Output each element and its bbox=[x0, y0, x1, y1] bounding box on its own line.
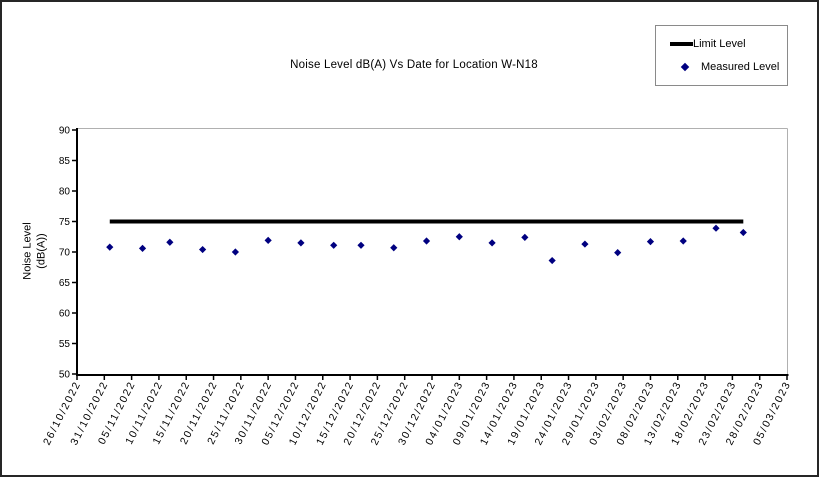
measured-data-point bbox=[548, 256, 556, 265]
y-tick-label: 65 bbox=[59, 278, 71, 289]
legend-item-measured-level: Measured Level bbox=[656, 61, 787, 73]
y-tick-label: 90 bbox=[59, 126, 71, 137]
measured-data-point bbox=[330, 241, 338, 249]
measured-data-point bbox=[422, 237, 431, 245]
measured-data-point bbox=[264, 236, 272, 245]
limit-line-swatch-icon bbox=[670, 41, 693, 46]
measured-data-point bbox=[455, 233, 463, 241]
y-tick-label: 75 bbox=[59, 217, 71, 228]
legend-item-limit-level: Limit Level bbox=[656, 38, 787, 50]
measured-data-point bbox=[581, 240, 589, 248]
measured-data-point bbox=[390, 244, 398, 252]
y-tick-label: 60 bbox=[59, 309, 71, 320]
y-tick-label: 55 bbox=[59, 339, 71, 350]
chart-title: Noise Level dB(A) Vs Date for Location W… bbox=[290, 59, 538, 71]
measured-data-point bbox=[646, 238, 655, 246]
measured-data-point bbox=[199, 245, 207, 254]
measured-data-point bbox=[106, 243, 114, 251]
legend-label-measured-level: Measured Level bbox=[701, 61, 780, 74]
y-tick-label: 80 bbox=[59, 187, 71, 198]
y-tick-label: 70 bbox=[59, 248, 71, 259]
measured-data-point bbox=[297, 239, 305, 247]
measured-data-point bbox=[231, 248, 239, 256]
legend: Limit Level Measured Level bbox=[655, 25, 788, 86]
measured-data-point bbox=[614, 249, 622, 257]
y-tick-label: 85 bbox=[59, 156, 71, 167]
measured-diamond-icon bbox=[680, 63, 690, 72]
measured-data-point bbox=[712, 224, 720, 232]
measured-data-point bbox=[488, 239, 496, 247]
legend-label-limit-level: Limit Level bbox=[693, 37, 746, 50]
measured-data-point bbox=[679, 237, 687, 245]
measured-data-point bbox=[166, 238, 174, 246]
measured-data-point bbox=[739, 228, 747, 237]
measured-data-point bbox=[357, 241, 365, 249]
measured-data-point bbox=[138, 244, 147, 252]
y-tick-label: 50 bbox=[59, 370, 71, 381]
measured-data-point bbox=[521, 233, 529, 241]
